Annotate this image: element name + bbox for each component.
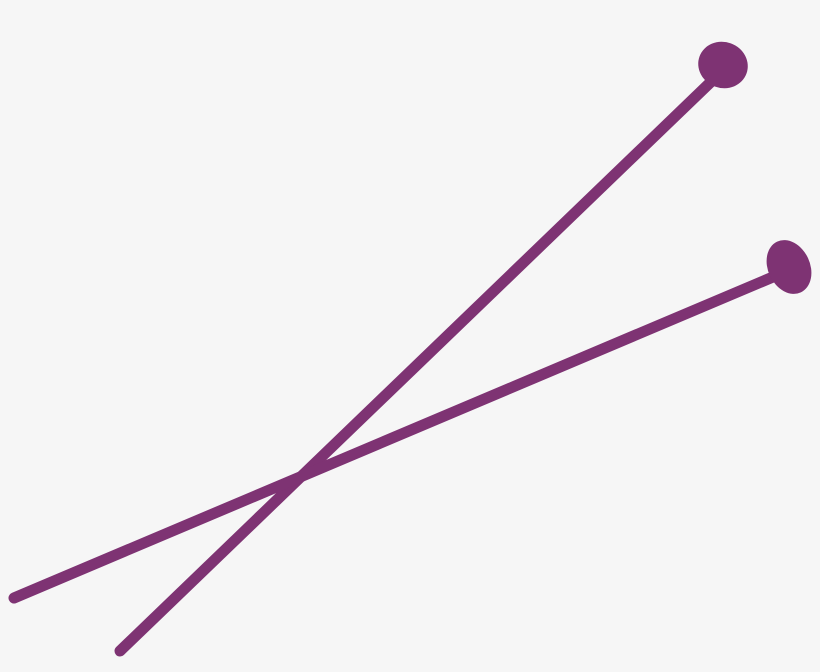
knitting-needle-short xyxy=(8,240,812,604)
needle-long-shaft xyxy=(114,71,722,657)
knitting-needle-long xyxy=(114,41,748,657)
needle-short-shaft xyxy=(8,268,786,604)
needle-long-knob xyxy=(698,41,748,89)
needle-short-knob xyxy=(766,240,812,294)
